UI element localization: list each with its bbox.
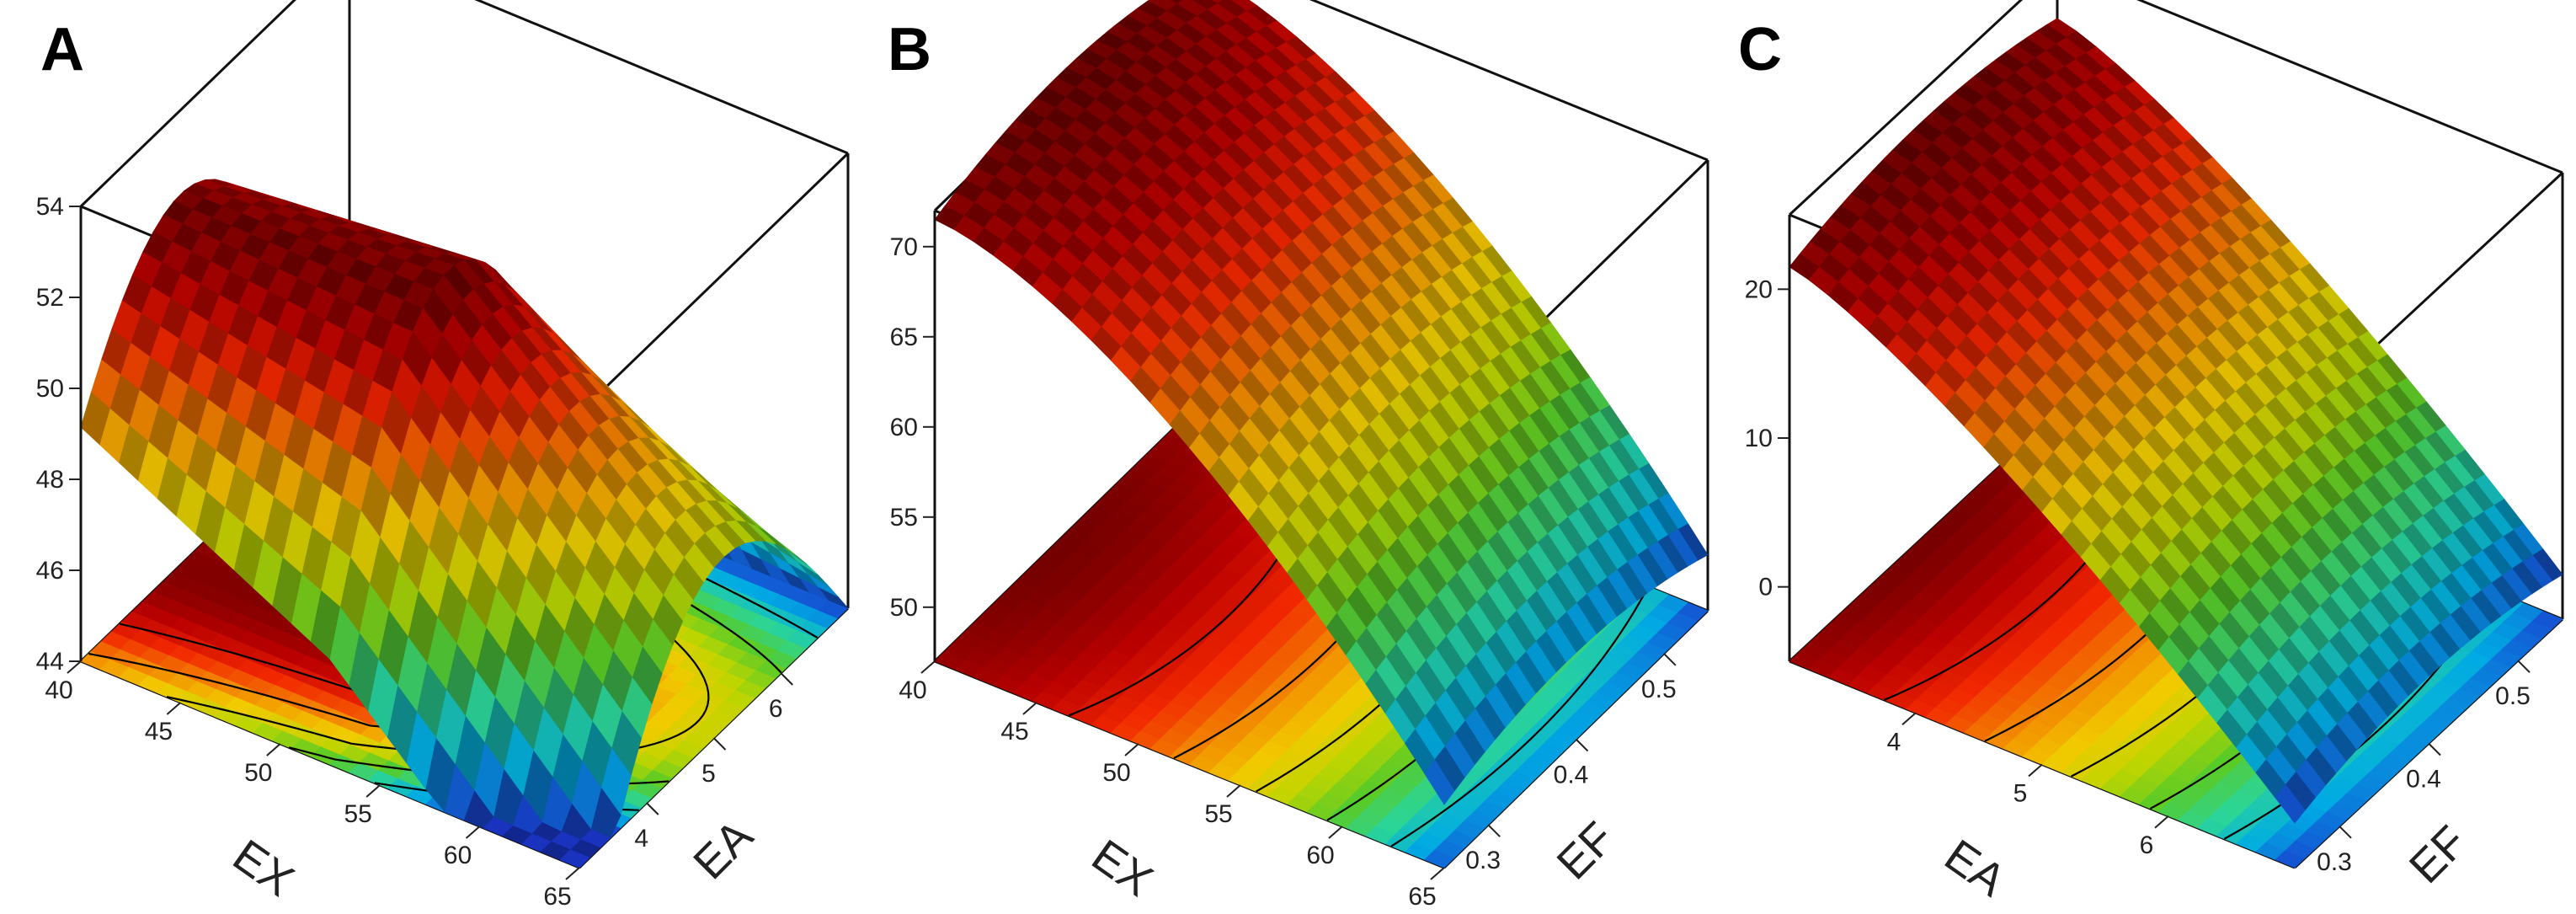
x-axis-title: EA: [1936, 830, 2014, 906]
x-tick-label: 65: [543, 883, 571, 911]
z-tick-label: 60: [890, 414, 918, 441]
y-tick-label: 5: [701, 760, 716, 788]
z-tick-label: 65: [890, 323, 918, 351]
x-tick-label: 6: [2140, 831, 2154, 859]
x-axis: 40 45 50 55 60 65: [45, 660, 580, 911]
x-tick-label: 45: [145, 718, 173, 746]
z-tick-label: 50: [36, 375, 64, 403]
panel-b: B 50 55 60 65 70 40 45 50 55 60 65 0.3 0.4 0.5 EX EF: [859, 0, 1718, 914]
x-axis: 4 5 6: [1887, 712, 2169, 859]
z-tick-label: 50: [890, 594, 918, 622]
y-axis: 0.3 0.4 0.5: [1465, 653, 1677, 874]
surface-plot-b: 50 55 60 65 70 40 45 50 55 60 65 0.3 0.4 0.5 EX EF: [890, 0, 1709, 911]
z-tick-label: 20: [1745, 275, 1773, 303]
x-tick-label: 65: [1408, 883, 1436, 911]
z-tick-label: 55: [890, 504, 918, 532]
y-tick-label: 0.3: [1465, 847, 1501, 874]
z-axis: 44 46 48 50 52 54: [36, 193, 81, 676]
y-axis-title: EA: [684, 810, 762, 889]
panel-label: C: [1738, 16, 1782, 83]
y-axis-title: EF: [1548, 812, 1624, 889]
y-tick-label: 0.5: [2495, 682, 2531, 710]
panel-label: B: [888, 16, 931, 83]
z-tick-label: 0: [1758, 574, 1773, 601]
x-axis-title: EX: [1083, 830, 1161, 906]
z-tick-label: 54: [36, 193, 64, 221]
y-axis: 0.3 0.4 0.5: [2317, 660, 2531, 876]
y-axis-title: EF: [2400, 816, 2477, 893]
y-axis: 4 5 6: [634, 672, 793, 853]
y-tick-label: 0.3: [2317, 848, 2352, 876]
panel-label: A: [40, 16, 84, 83]
response-surface: [80, 179, 849, 869]
x-tick-label: 4: [1887, 728, 1901, 756]
x-tick-label: 40: [45, 676, 72, 704]
z-tick-label: 44: [36, 648, 64, 676]
x-tick-label: 5: [2013, 780, 2028, 808]
x-tick-label: 55: [1204, 800, 1232, 828]
z-axis: 50 55 60 65 70: [890, 233, 935, 622]
surface-plot-c: 0 10 20 4 5 6 0.3 0.4 0.5 EA EF: [1745, 0, 2564, 906]
panel-a: A 44 46 48 50 52 54 40 45 50 55 60 65 4 5 6 EX EA: [0, 0, 859, 914]
y-tick-label: 0.4: [2406, 766, 2441, 794]
z-tick-label: 10: [1745, 425, 1773, 452]
x-tick-label: 60: [1306, 842, 1334, 869]
z-axis: 0 10 20: [1745, 275, 1789, 601]
z-tick-label: 52: [36, 284, 64, 312]
x-tick-label: 50: [1102, 759, 1130, 787]
x-tick-label: 60: [444, 842, 472, 869]
x-tick-label: 45: [1000, 718, 1028, 746]
panel-c: C 0 10 20 4 5 6 0.3 0.4 0.5 EA EF: [1718, 0, 2576, 914]
z-tick-label: 48: [36, 466, 64, 494]
response-surface: [934, 0, 1709, 805]
y-tick-label: 0.5: [1641, 676, 1677, 703]
x-tick-label: 55: [344, 800, 372, 828]
y-tick-label: 6: [769, 695, 783, 723]
y-tick-label: 4: [634, 825, 648, 853]
x-axis-title: EX: [224, 830, 302, 906]
z-tick-label: 46: [36, 557, 64, 585]
x-axis: 40 45 50 55 60 65: [899, 660, 1445, 911]
y-tick-label: 0.4: [1554, 762, 1589, 789]
x-tick-label: 40: [899, 676, 926, 704]
x-tick-label: 50: [244, 759, 272, 787]
response-surface: [1789, 18, 2563, 824]
z-tick-label: 70: [890, 233, 918, 261]
